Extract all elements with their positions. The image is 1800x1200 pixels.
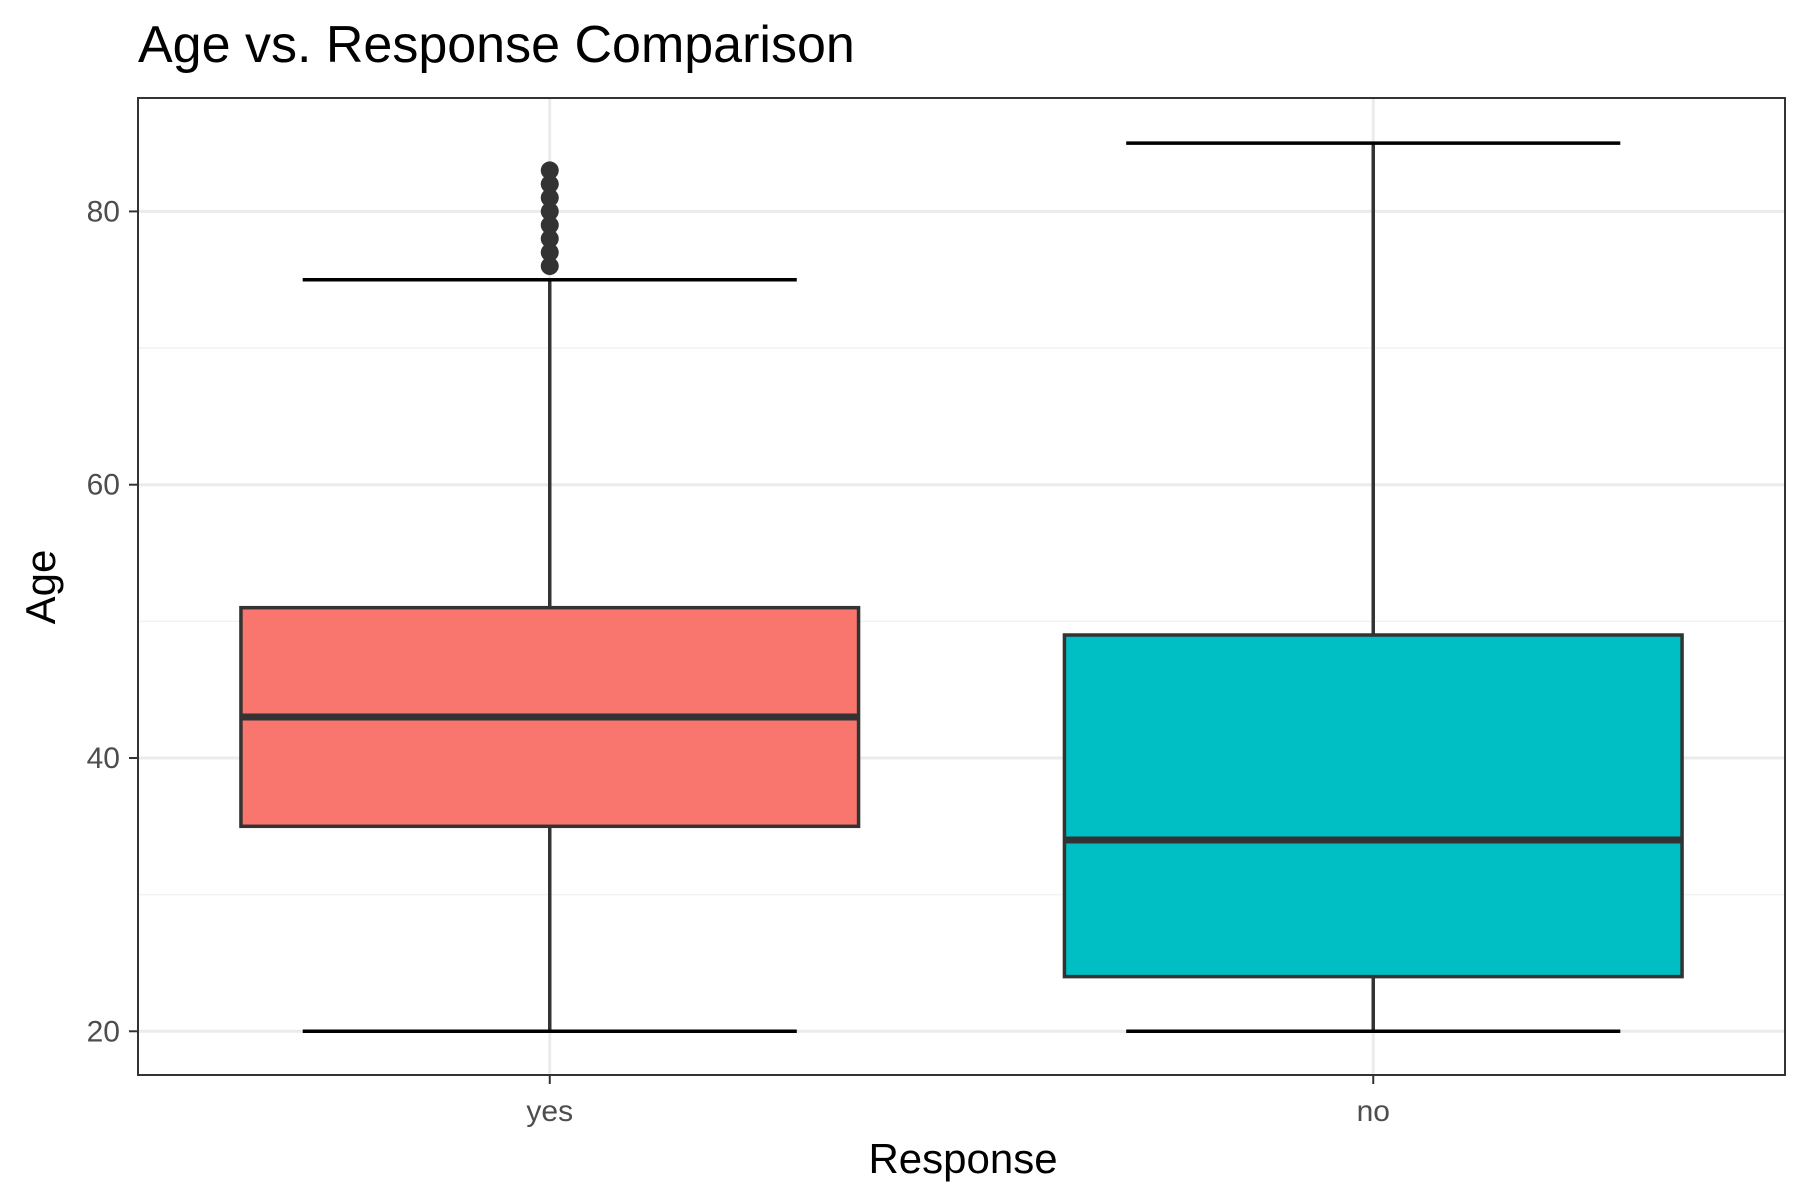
outlier-point (540, 229, 559, 248)
x-axis-title: Response (868, 1135, 1057, 1182)
outlier-point (540, 175, 559, 194)
box-iqr (1062, 633, 1684, 979)
panel-border (137, 97, 1786, 1076)
axes: 20 40 60 80 yes no (87, 195, 1390, 1128)
outlier-point (540, 188, 559, 207)
outlier-point (540, 216, 559, 235)
y-tick-label: 60 (87, 469, 120, 502)
x-tick-label: yes (526, 1095, 573, 1128)
plot-panel-frame (137, 97, 1786, 1076)
box-no (1062, 141, 1684, 1034)
x-tick-label: no (1357, 1095, 1390, 1128)
outlier-point (540, 202, 559, 221)
chart-title: Age vs. Response Comparison (138, 16, 855, 74)
y-tick-label: 40 (87, 742, 120, 775)
outlier-point (540, 257, 559, 276)
y-tick-label: 80 (87, 195, 120, 228)
box-yes (239, 161, 861, 1034)
y-tick-label: 20 (87, 1015, 120, 1048)
box-series (239, 141, 1684, 1034)
outlier-point (540, 161, 559, 180)
y-axis-title: Age (17, 550, 64, 625)
outlier-point (540, 243, 559, 262)
